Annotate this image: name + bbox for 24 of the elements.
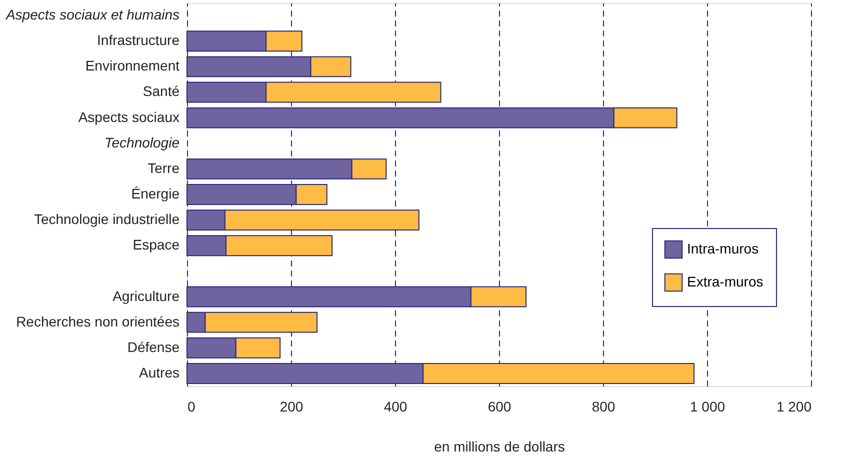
y-tick-label: Agriculture <box>112 288 180 304</box>
y-tick-label: Recherches non orientées <box>16 313 180 330</box>
x-tick-label: 200 <box>280 398 304 414</box>
x-tick-label: 1 000 <box>690 398 726 414</box>
y-tick-label: Technologie industrielle <box>34 211 180 228</box>
y-tick-label: Espace <box>132 236 180 253</box>
x-tick-label: 0 <box>188 398 196 414</box>
x-tick-label: 1 200 <box>776 398 812 414</box>
y-tick-label: Défense <box>127 338 180 355</box>
y-tick-label: Aspects sociaux <box>78 108 180 125</box>
y-tick-label: Énergie <box>131 186 180 202</box>
y-tick-label: Infrastructure <box>97 32 180 48</box>
y-tick-label: Aspects sociaux et humains <box>4 6 180 23</box>
x-tick-label: 800 <box>592 398 616 414</box>
x-tick-label: 400 <box>384 398 408 414</box>
y-tick-label: Terre <box>148 160 180 176</box>
x-axis-title: en millions de dollars <box>434 438 565 454</box>
y-tick-label: Environnement <box>85 58 180 74</box>
legend-label: Intra-muros <box>687 240 759 256</box>
legend-label: Extra-muros <box>687 274 764 290</box>
y-tick-label: Santé <box>142 83 180 100</box>
x-tick-label: 600 <box>488 398 512 414</box>
y-tick-label: Autres <box>139 364 180 380</box>
y-tick-label: Technologie <box>104 134 180 150</box>
